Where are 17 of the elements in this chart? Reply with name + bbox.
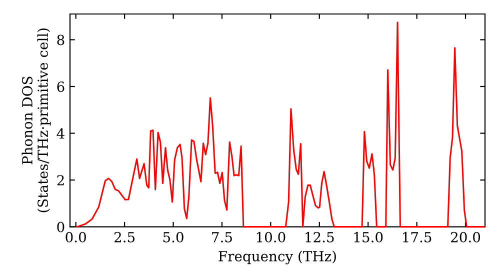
x-tick-label: 15.0 <box>354 232 383 242</box>
y-tick-label: 4 <box>56 128 64 139</box>
x-tick-label: 17.5 <box>403 232 432 242</box>
x-tick-label: 5.0 <box>163 232 184 242</box>
y-axis-title: Phonon DOS (States/THz·primitive cell) <box>22 28 51 212</box>
y-tick-label: 2 <box>57 175 64 186</box>
x-axis-title: Frequency (THz) <box>218 250 336 264</box>
line-series <box>76 22 485 228</box>
x-tick-label: 12.5 <box>306 232 334 242</box>
x-tick-label: 20.0 <box>450 232 480 242</box>
x-tick-label: 10.0 <box>256 232 286 242</box>
y-tick-label: 6 <box>57 81 64 92</box>
y-tick-label: 8 <box>57 34 64 46</box>
y-tick-label: 0 <box>57 222 64 232</box>
x-tick-label: 2.5 <box>114 232 135 242</box>
x-tick-label: 0.0 <box>66 232 86 242</box>
x-tick-label: 7.5 <box>212 232 232 242</box>
